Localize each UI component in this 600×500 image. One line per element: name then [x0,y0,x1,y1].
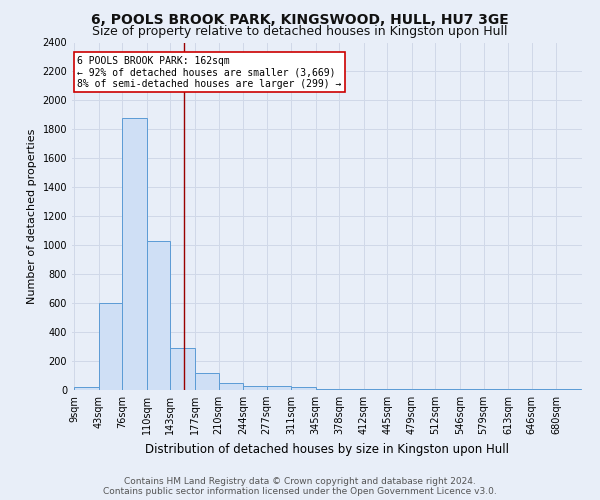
Text: Contains HM Land Registry data © Crown copyright and database right 2024.
Contai: Contains HM Land Registry data © Crown c… [103,476,497,496]
Bar [291,387,316,390]
Bar [218,383,243,390]
Text: Size of property relative to detached houses in Kingston upon Hull: Size of property relative to detached ho… [92,25,508,38]
Bar [122,118,147,390]
Y-axis label: Number of detached properties: Number of detached properties [27,128,37,304]
Bar [195,374,218,390]
Bar [170,348,195,390]
X-axis label: Distribution of detached houses by size in Kingston upon Hull: Distribution of detached houses by size … [145,442,509,456]
Bar [266,386,291,390]
Bar [243,386,266,390]
Bar [74,387,98,390]
Text: 6 POOLS BROOK PARK: 162sqm
← 92% of detached houses are smaller (3,669)
8% of se: 6 POOLS BROOK PARK: 162sqm ← 92% of deta… [77,56,341,88]
Bar [147,241,170,390]
Text: 6, POOLS BROOK PARK, KINGSWOOD, HULL, HU7 3GE: 6, POOLS BROOK PARK, KINGSWOOD, HULL, HU… [91,12,509,26]
Bar [98,303,122,390]
